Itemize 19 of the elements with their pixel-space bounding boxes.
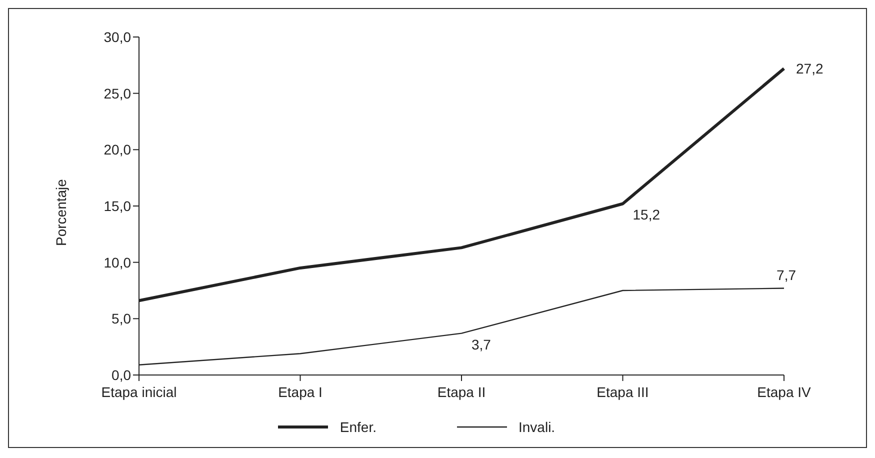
y-axis-title: Porcentaje bbox=[52, 178, 69, 246]
y-tick-label: 20,0 bbox=[104, 142, 132, 158]
data-label: 15,2 bbox=[632, 206, 660, 223]
data-label: 27,2 bbox=[796, 60, 824, 77]
x-tick-label: Etapa IV bbox=[757, 384, 812, 400]
legend-label: Invali. bbox=[518, 419, 556, 435]
data-label: 7,7 bbox=[776, 267, 796, 284]
x-tick-label: Etapa I bbox=[278, 384, 322, 400]
data-label: 3,7 bbox=[472, 336, 492, 352]
x-tick-label: Etapa III bbox=[596, 384, 649, 400]
y-tick-label: 10,0 bbox=[104, 254, 132, 270]
y-tick-label: 30,0 bbox=[104, 28, 132, 45]
y-tick-label: 15,0 bbox=[104, 198, 132, 214]
x-tick-label: Etapa II bbox=[437, 384, 486, 400]
y-tick-label: 5,0 bbox=[112, 310, 132, 327]
legend-label: Enfer. bbox=[338, 419, 376, 435]
x-tick-label: Etapa inicial bbox=[101, 384, 177, 400]
y-tick-label: 0,0 bbox=[112, 366, 132, 383]
y-tick-label: 25,0 bbox=[104, 85, 132, 102]
